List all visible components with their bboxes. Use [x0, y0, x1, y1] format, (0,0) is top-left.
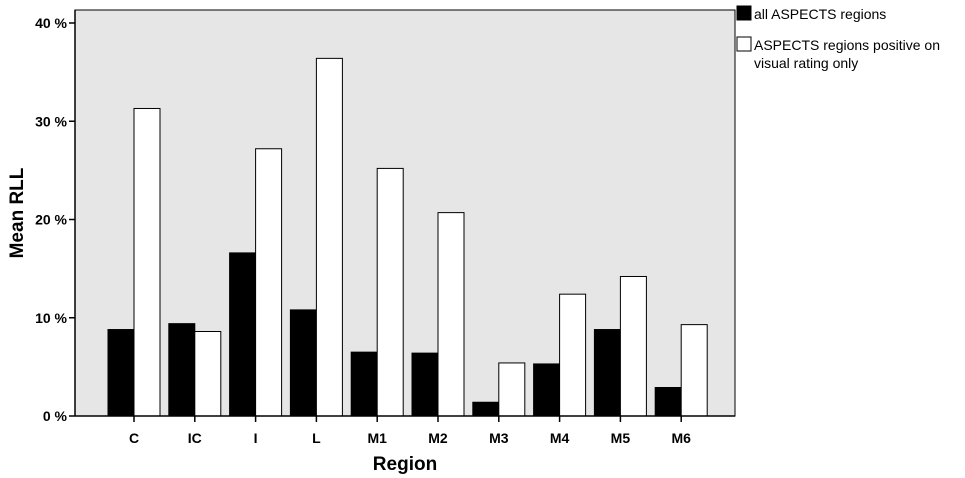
- bar-positive-visual-ic: [194, 331, 222, 417]
- x-tick-label: M6: [671, 430, 691, 446]
- y-axis-title: Mean RLL: [7, 167, 28, 258]
- legend-swatch: [736, 36, 752, 52]
- bar-positive-visual-i: [255, 148, 283, 417]
- bar-positive-visual-l: [315, 57, 343, 417]
- bar-all-regions-m1: [350, 351, 378, 417]
- x-tick-label: M4: [550, 430, 570, 446]
- y-tick-label: 20 %: [35, 212, 67, 228]
- bar-positive-visual-m5: [619, 275, 647, 417]
- x-tick-label: C: [129, 430, 139, 446]
- x-tick-label: M3: [489, 430, 509, 446]
- legend-label: ASPECTS regions positive on: [754, 37, 940, 53]
- legend: all ASPECTS regions ASPECTS regions posit…: [736, 5, 940, 71]
- bar-all-regions-l: [289, 309, 317, 417]
- y-tick-label: 0 %: [43, 408, 68, 424]
- bar-positive-visual-m3: [498, 362, 526, 417]
- y-tick-label: 40 %: [35, 15, 67, 31]
- x-tick-label: L: [312, 430, 321, 446]
- x-tick-label: IC: [188, 430, 202, 446]
- x-axis: C IC I L M1 M2 M3 M4 M5 M6: [75, 415, 735, 446]
- bar-positive-visual-c: [133, 107, 161, 417]
- bar-positive-visual-m2: [437, 212, 465, 417]
- x-tick-label: M1: [367, 430, 387, 446]
- x-tick-label: M5: [611, 430, 631, 446]
- bar-positive-visual-m6: [680, 324, 708, 417]
- bar-all-regions-m4: [533, 363, 561, 417]
- bar-all-regions-m2: [411, 352, 439, 417]
- y-axis: 0 % 10 % 20 % 30 % 40 %: [35, 10, 76, 424]
- x-tick-label: I: [254, 430, 258, 446]
- bar-all-regions-m3: [472, 401, 500, 417]
- legend-label: visual rating only: [754, 55, 858, 71]
- bar-all-regions-ic: [168, 323, 196, 417]
- y-tick-label: 10 %: [35, 310, 67, 326]
- bars-group: [107, 57, 708, 417]
- bar-all-regions-c: [107, 329, 135, 417]
- bar-positive-visual-m1: [376, 167, 404, 417]
- legend-swatch: [736, 5, 752, 21]
- bar-all-regions-m5: [593, 329, 621, 417]
- legend-label: all ASPECTS regions: [754, 6, 886, 22]
- bar-positive-visual-m4: [559, 293, 587, 417]
- x-axis-title: Region: [373, 454, 437, 475]
- x-tick-label: M2: [428, 430, 448, 446]
- y-tick-label: 30 %: [35, 113, 67, 129]
- bar-all-regions-m6: [654, 387, 682, 417]
- bar-all-regions-i: [229, 252, 257, 417]
